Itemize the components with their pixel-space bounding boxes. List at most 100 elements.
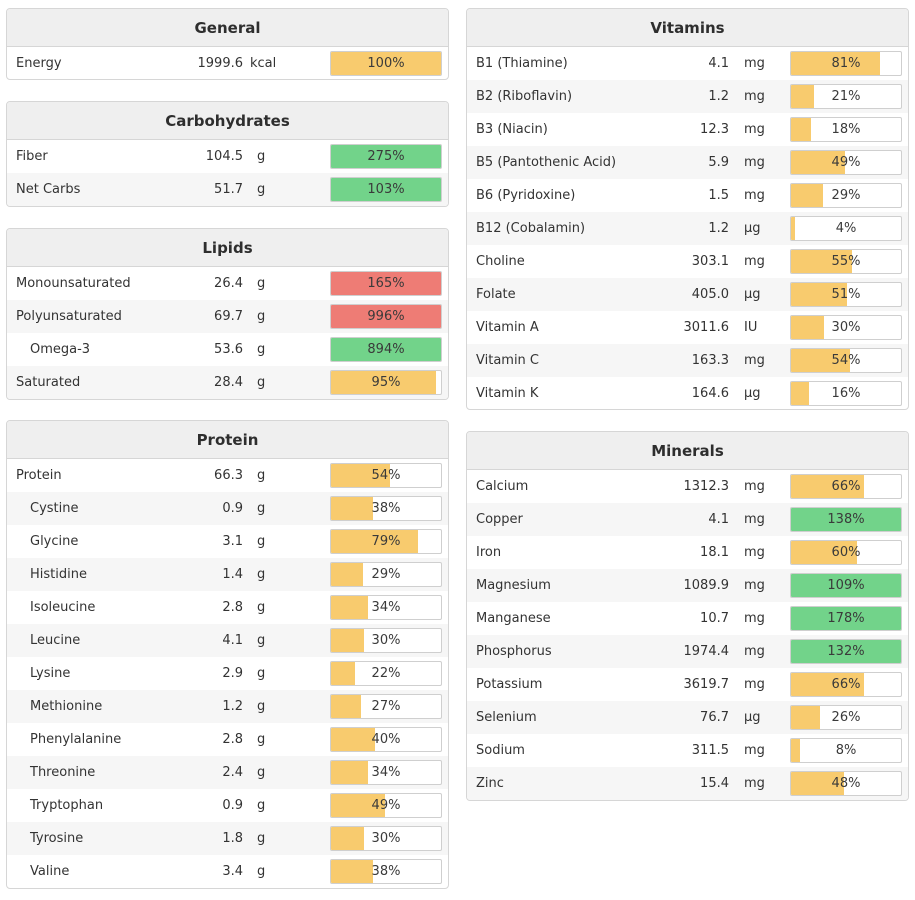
nutrient-row: B12 (Cobalamin) 1.2 µg 4%	[467, 212, 908, 245]
nutrient-amount: 1.8	[222, 831, 243, 846]
percent-label: 30%	[831, 320, 861, 335]
nutrient-amount: 69.7	[214, 309, 243, 324]
percent-label: 38%	[371, 864, 401, 879]
carbohydrates-rows: Fiber 104.5 g 275% Net Carbs 51.7 g 103%	[7, 140, 448, 206]
nutrient-name: Sodium	[476, 743, 525, 758]
minerals-panel: Minerals Calcium 1312.3 mg 66% Copper 4.1 mg 13…	[466, 431, 909, 801]
percent-bar-fill	[791, 772, 844, 795]
percent-target-bar: 38%	[330, 859, 442, 884]
nutrient-name: Valine	[30, 864, 70, 879]
nutrient-row: Histidine 1.4 g 29%	[7, 558, 448, 591]
nutrient-row: Fiber 104.5 g 275%	[7, 140, 448, 173]
percent-bar-fill	[791, 217, 796, 240]
nutrient-name: Iron	[476, 545, 502, 560]
nutrient-amount: 2.8	[222, 600, 243, 615]
percent-target-bar: 178%	[790, 606, 902, 631]
nutrient-name: B5 (Pantothenic Acid)	[476, 155, 617, 170]
nutrient-amount: 1999.6	[197, 56, 244, 71]
percent-bar-fill	[331, 530, 418, 553]
percent-label: 30%	[371, 633, 401, 648]
nutrient-name: Phenylalanine	[30, 732, 122, 747]
nutrient-name: Phosphorus	[476, 644, 552, 659]
lipids-panel-title: Lipids	[7, 229, 448, 267]
percent-target-bar: 16%	[790, 381, 902, 406]
nutrient-unit: mg	[744, 743, 765, 758]
nutrient-amount: 2.9	[222, 666, 243, 681]
percent-label: 51%	[831, 287, 861, 302]
percent-label: 34%	[371, 765, 401, 780]
nutrient-name: Tyrosine	[30, 831, 84, 846]
percent-label: 30%	[371, 831, 401, 846]
nutrient-unit: mg	[744, 479, 765, 494]
nutrient-amount: 163.3	[691, 353, 729, 368]
nutrient-unit: g	[257, 375, 266, 390]
nutrient-row: B3 (Niacin) 12.3 mg 18%	[467, 113, 908, 146]
percent-bar-fill	[791, 118, 811, 141]
percent-bar-fill	[791, 151, 845, 174]
percent-bar-fill	[331, 371, 436, 394]
percent-target-bar: 996%	[330, 304, 442, 329]
nutrient-amount: 164.6	[691, 386, 729, 401]
nutrient-name: Folate	[476, 287, 516, 302]
percent-bar-fill	[791, 382, 809, 405]
nutrient-row: Selenium 76.7 µg 26%	[467, 701, 908, 734]
percent-label: 66%	[831, 479, 861, 494]
percent-target-bar: 132%	[790, 639, 902, 664]
nutrient-unit: g	[257, 732, 266, 747]
percent-label: 165%	[367, 276, 405, 291]
nutrient-row: B6 (Pyridoxine) 1.5 mg 29%	[467, 179, 908, 212]
percent-label: 138%	[827, 512, 865, 527]
nutrient-name: Threonine	[30, 765, 96, 780]
percent-bar-fill	[331, 728, 375, 751]
percent-bar-fill	[331, 827, 364, 850]
percent-target-bar: 51%	[790, 282, 902, 307]
nutrient-name: Calcium	[476, 479, 529, 494]
percent-bar-fill	[331, 464, 391, 487]
percent-target-bar: 26%	[790, 705, 902, 730]
nutrient-row: Phosphorus 1974.4 mg 132%	[467, 635, 908, 668]
percent-label: 26%	[831, 710, 861, 725]
nutrient-row: Omega-3 53.6 g 894%	[7, 333, 448, 366]
nutrient-amount: 1.2	[708, 89, 729, 104]
nutrient-row: Polyunsaturated 69.7 g 996%	[7, 300, 448, 333]
nutrient-row: Saturated 28.4 g 95%	[7, 366, 448, 399]
lipids-panel: Lipids Monounsaturated 26.4 g 165% Polyunsat…	[6, 228, 449, 400]
nutrient-row: Vitamin C 163.3 mg 54%	[467, 344, 908, 377]
percent-label: 49%	[371, 798, 401, 813]
percent-label: 18%	[831, 122, 861, 137]
nutrient-amount: 311.5	[691, 743, 729, 758]
nutrient-unit: g	[257, 501, 266, 516]
nutrient-amount: 1.2	[708, 221, 729, 236]
carbohydrates-panel-title: Carbohydrates	[7, 102, 448, 140]
percent-bar-fill	[791, 541, 857, 564]
nutrient-unit: g	[257, 765, 266, 780]
nutrient-unit: g	[257, 633, 266, 648]
nutrient-row: Tryptophan 0.9 g 49%	[7, 789, 448, 822]
percent-target-bar: 103%	[330, 177, 442, 202]
percent-target-bar: 27%	[330, 694, 442, 719]
percent-target-bar: 165%	[330, 271, 442, 296]
nutrient-row: Folate 405.0 µg 51%	[467, 278, 908, 311]
nutrient-name: Net Carbs	[16, 182, 81, 197]
percent-target-bar: 54%	[330, 463, 442, 488]
nutrient-unit: µg	[744, 287, 761, 302]
nutrient-unit: g	[257, 182, 266, 197]
nutrient-row: Vitamin K 164.6 µg 16%	[467, 377, 908, 409]
general-rows: Energy 1999.6 kcal 100%	[7, 47, 448, 79]
nutrient-row: Tyrosine 1.8 g 30%	[7, 822, 448, 855]
nutrient-row: Leucine 4.1 g 30%	[7, 624, 448, 657]
percent-label: 103%	[367, 182, 405, 197]
nutrient-name: Selenium	[476, 710, 537, 725]
nutrient-unit: mg	[744, 188, 765, 203]
nutrient-unit: kcal	[250, 56, 277, 71]
percent-target-bar: 8%	[790, 738, 902, 763]
nutrient-name: Manganese	[476, 611, 551, 626]
nutrient-unit: g	[257, 309, 266, 324]
nutrient-amount: 4.1	[708, 56, 729, 71]
nutrient-unit: mg	[744, 254, 765, 269]
nutrient-amount: 1.5	[708, 188, 729, 203]
percent-bar-fill	[331, 338, 441, 361]
percent-bar-fill	[791, 607, 901, 630]
nutrient-unit: mg	[744, 155, 765, 170]
nutrient-name: Methionine	[30, 699, 103, 714]
